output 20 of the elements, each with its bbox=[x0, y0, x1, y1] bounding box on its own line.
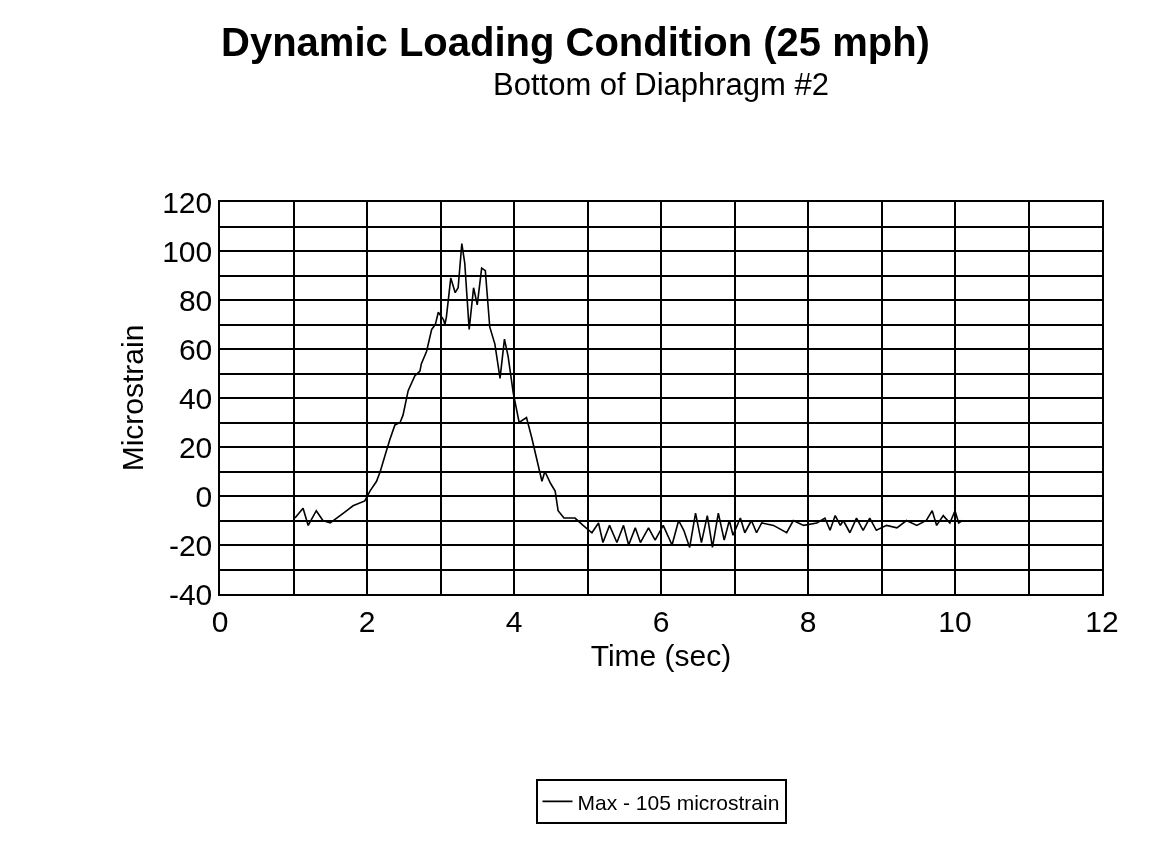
y-tick-label: 20 bbox=[178, 430, 213, 464]
x-tick-label: 2 bbox=[358, 604, 376, 638]
y-tick-label: 0 bbox=[195, 479, 213, 513]
x-tick-label: 12 bbox=[1085, 604, 1119, 638]
y-axis-title: Microstrain bbox=[115, 324, 149, 472]
y-tick-label: 100 bbox=[162, 234, 213, 268]
y-tick-label: -20 bbox=[168, 528, 213, 562]
y-tick-label: 40 bbox=[178, 381, 213, 415]
legend-label: Max - 105 microstrain bbox=[577, 790, 780, 814]
y-tick-label: 80 bbox=[178, 283, 213, 317]
chart-subtitle: Bottom of Diaphragm #2 bbox=[493, 67, 830, 102]
y-tick-label: 120 bbox=[162, 185, 213, 219]
x-tick-label: 6 bbox=[652, 604, 670, 638]
x-axis-title: Time (sec) bbox=[590, 638, 732, 672]
y-tick-label: 60 bbox=[178, 332, 213, 366]
chart-title: Dynamic Loading Condition (25 mph) bbox=[221, 20, 930, 65]
x-tick-label: 10 bbox=[938, 604, 972, 638]
x-tick-label: 8 bbox=[799, 604, 817, 638]
x-tick-label: 4 bbox=[505, 604, 523, 638]
y-tick-label: -40 bbox=[168, 577, 213, 611]
